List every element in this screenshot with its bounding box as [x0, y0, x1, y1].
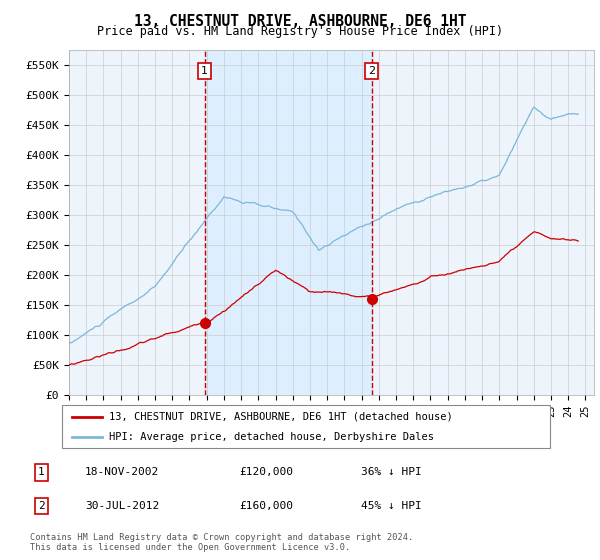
Text: 36% ↓ HPI: 36% ↓ HPI [361, 468, 422, 478]
Text: 13, CHESTNUT DRIVE, ASHBOURNE, DE6 1HT: 13, CHESTNUT DRIVE, ASHBOURNE, DE6 1HT [134, 14, 466, 29]
Text: 13, CHESTNUT DRIVE, ASHBOURNE, DE6 1HT (detached house): 13, CHESTNUT DRIVE, ASHBOURNE, DE6 1HT (… [109, 412, 453, 422]
Text: 30-JUL-2012: 30-JUL-2012 [85, 501, 160, 511]
FancyBboxPatch shape [62, 405, 550, 449]
Text: £160,000: £160,000 [240, 501, 294, 511]
Text: 1: 1 [38, 468, 44, 478]
Text: HPI: Average price, detached house, Derbyshire Dales: HPI: Average price, detached house, Derb… [109, 432, 434, 442]
Text: 18-NOV-2002: 18-NOV-2002 [85, 468, 160, 478]
Text: This data is licensed under the Open Government Licence v3.0.: This data is licensed under the Open Gov… [30, 543, 350, 552]
Text: 2: 2 [38, 501, 44, 511]
Text: £120,000: £120,000 [240, 468, 294, 478]
Text: 2: 2 [368, 66, 375, 76]
Text: Price paid vs. HM Land Registry's House Price Index (HPI): Price paid vs. HM Land Registry's House … [97, 25, 503, 38]
Bar [205, 50, 371, 395]
Text: Contains HM Land Registry data © Crown copyright and database right 2024.: Contains HM Land Registry data © Crown c… [30, 533, 413, 542]
Text: 45% ↓ HPI: 45% ↓ HPI [361, 501, 422, 511]
Text: 1: 1 [201, 66, 208, 76]
